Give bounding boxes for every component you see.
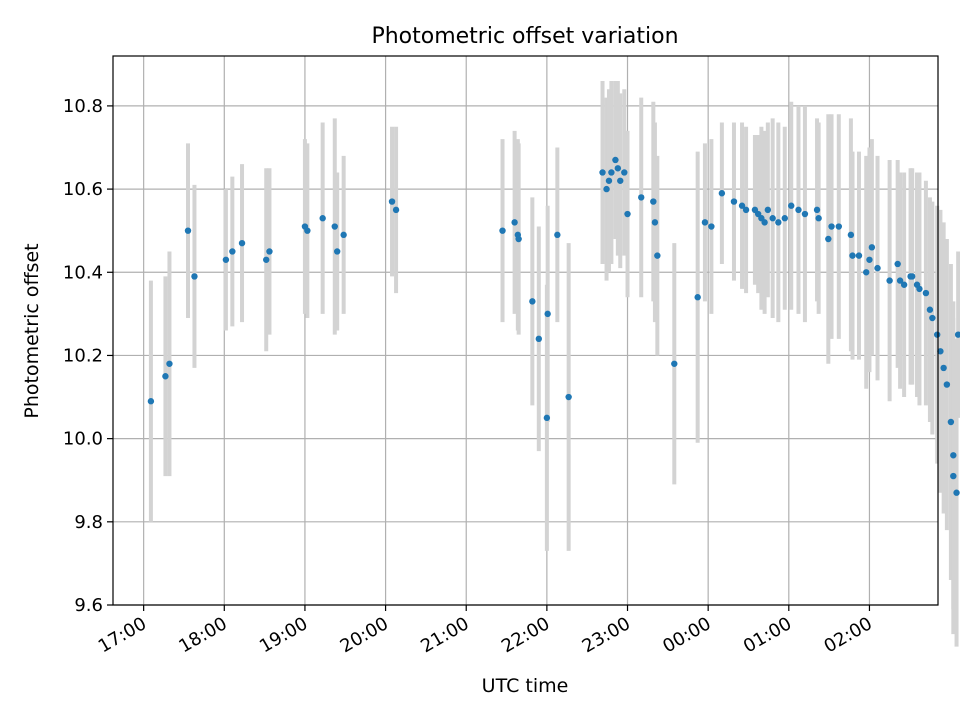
- data-point: [617, 177, 624, 184]
- data-point: [638, 194, 645, 201]
- data-point: [222, 256, 230, 263]
- chart-title: Photometric offset variation: [371, 24, 678, 49]
- data-point: [331, 223, 338, 230]
- data-point: [184, 227, 192, 234]
- data-point: [614, 165, 622, 172]
- data-point: [761, 219, 768, 226]
- data-point: [940, 364, 947, 372]
- data-point: [886, 277, 893, 284]
- data-point: [191, 273, 198, 280]
- data-point: [855, 252, 863, 259]
- data-point: [319, 215, 326, 222]
- data-point: [863, 269, 870, 276]
- y-tick-label: 10.2: [63, 345, 103, 366]
- data-point: [730, 198, 738, 205]
- data-point: [801, 210, 809, 218]
- data-point: [937, 348, 944, 355]
- y-tick-label: 10.6: [63, 179, 103, 200]
- data-point: [654, 252, 661, 259]
- data-point: [828, 223, 835, 230]
- data-point: [603, 185, 610, 193]
- data-point: [651, 219, 659, 226]
- data-point: [933, 331, 941, 338]
- data-point: [162, 373, 169, 380]
- data-point: [166, 360, 173, 367]
- data-point: [671, 360, 678, 367]
- data-point: [511, 219, 518, 226]
- data-point: [788, 202, 795, 209]
- data-point: [605, 177, 613, 184]
- data-point: [926, 306, 934, 313]
- data-point: [874, 264, 881, 272]
- data-point: [835, 223, 843, 230]
- data-point: [950, 452, 957, 459]
- plot-area-frame: [112, 55, 939, 606]
- data-point: [554, 231, 561, 239]
- data-point: [333, 248, 341, 255]
- data-point: [499, 227, 506, 234]
- data-point: [922, 289, 930, 297]
- data-point: [529, 298, 536, 305]
- y-tick-label: 10.4: [63, 262, 103, 283]
- data-point: [229, 248, 236, 255]
- data-point: [388, 198, 396, 205]
- data-point: [916, 285, 923, 293]
- data-point: [815, 215, 822, 222]
- data-point: [543, 414, 551, 422]
- y-tick-label: 10.0: [63, 429, 103, 450]
- data-point: [624, 210, 631, 218]
- data-point: [392, 206, 400, 214]
- data-point: [954, 331, 960, 338]
- data-point: [612, 156, 619, 164]
- data-point: [621, 169, 628, 176]
- x-axis-label: UTC time: [482, 675, 569, 697]
- data-point: [565, 393, 572, 401]
- y-axis-label: Photometric offset: [21, 243, 43, 418]
- data-point: [340, 231, 347, 239]
- data-point: [147, 398, 155, 405]
- data-point: [701, 219, 709, 226]
- y-tick-label: 9.6: [74, 595, 103, 616]
- data-point: [599, 169, 606, 176]
- data-point: [943, 381, 951, 388]
- data-point: [775, 219, 782, 226]
- data-point: [718, 190, 726, 197]
- data-point: [781, 215, 788, 222]
- data-point: [866, 256, 873, 263]
- data-point: [764, 206, 772, 214]
- data-point: [896, 277, 904, 284]
- data-point: [694, 294, 701, 301]
- y-tick-label: 10.8: [63, 96, 103, 117]
- data-point: [908, 273, 916, 280]
- data-point: [847, 231, 855, 239]
- data-point: [947, 418, 955, 426]
- data-point: [608, 169, 615, 176]
- data-point: [544, 310, 551, 318]
- data-point: [894, 260, 901, 268]
- data-point: [266, 248, 273, 255]
- data-point: [813, 206, 821, 214]
- data-point: [849, 252, 856, 259]
- y-tick-label: 9.8: [74, 512, 103, 533]
- data-point: [900, 281, 908, 288]
- data-point: [304, 227, 311, 234]
- data-point: [742, 206, 750, 214]
- data-point: [868, 244, 876, 251]
- data-point: [515, 235, 522, 243]
- data-point: [535, 335, 543, 343]
- point-layer: [147, 156, 960, 496]
- data-point: [950, 472, 957, 480]
- data-point: [929, 314, 936, 322]
- data-point: [708, 223, 715, 230]
- data-point: [769, 215, 776, 222]
- data-point: [263, 256, 270, 263]
- data-point: [738, 202, 746, 209]
- data-point: [650, 198, 657, 205]
- data-point: [953, 489, 960, 496]
- data-point: [825, 235, 832, 243]
- data-point: [238, 239, 246, 247]
- data-point: [795, 206, 802, 214]
